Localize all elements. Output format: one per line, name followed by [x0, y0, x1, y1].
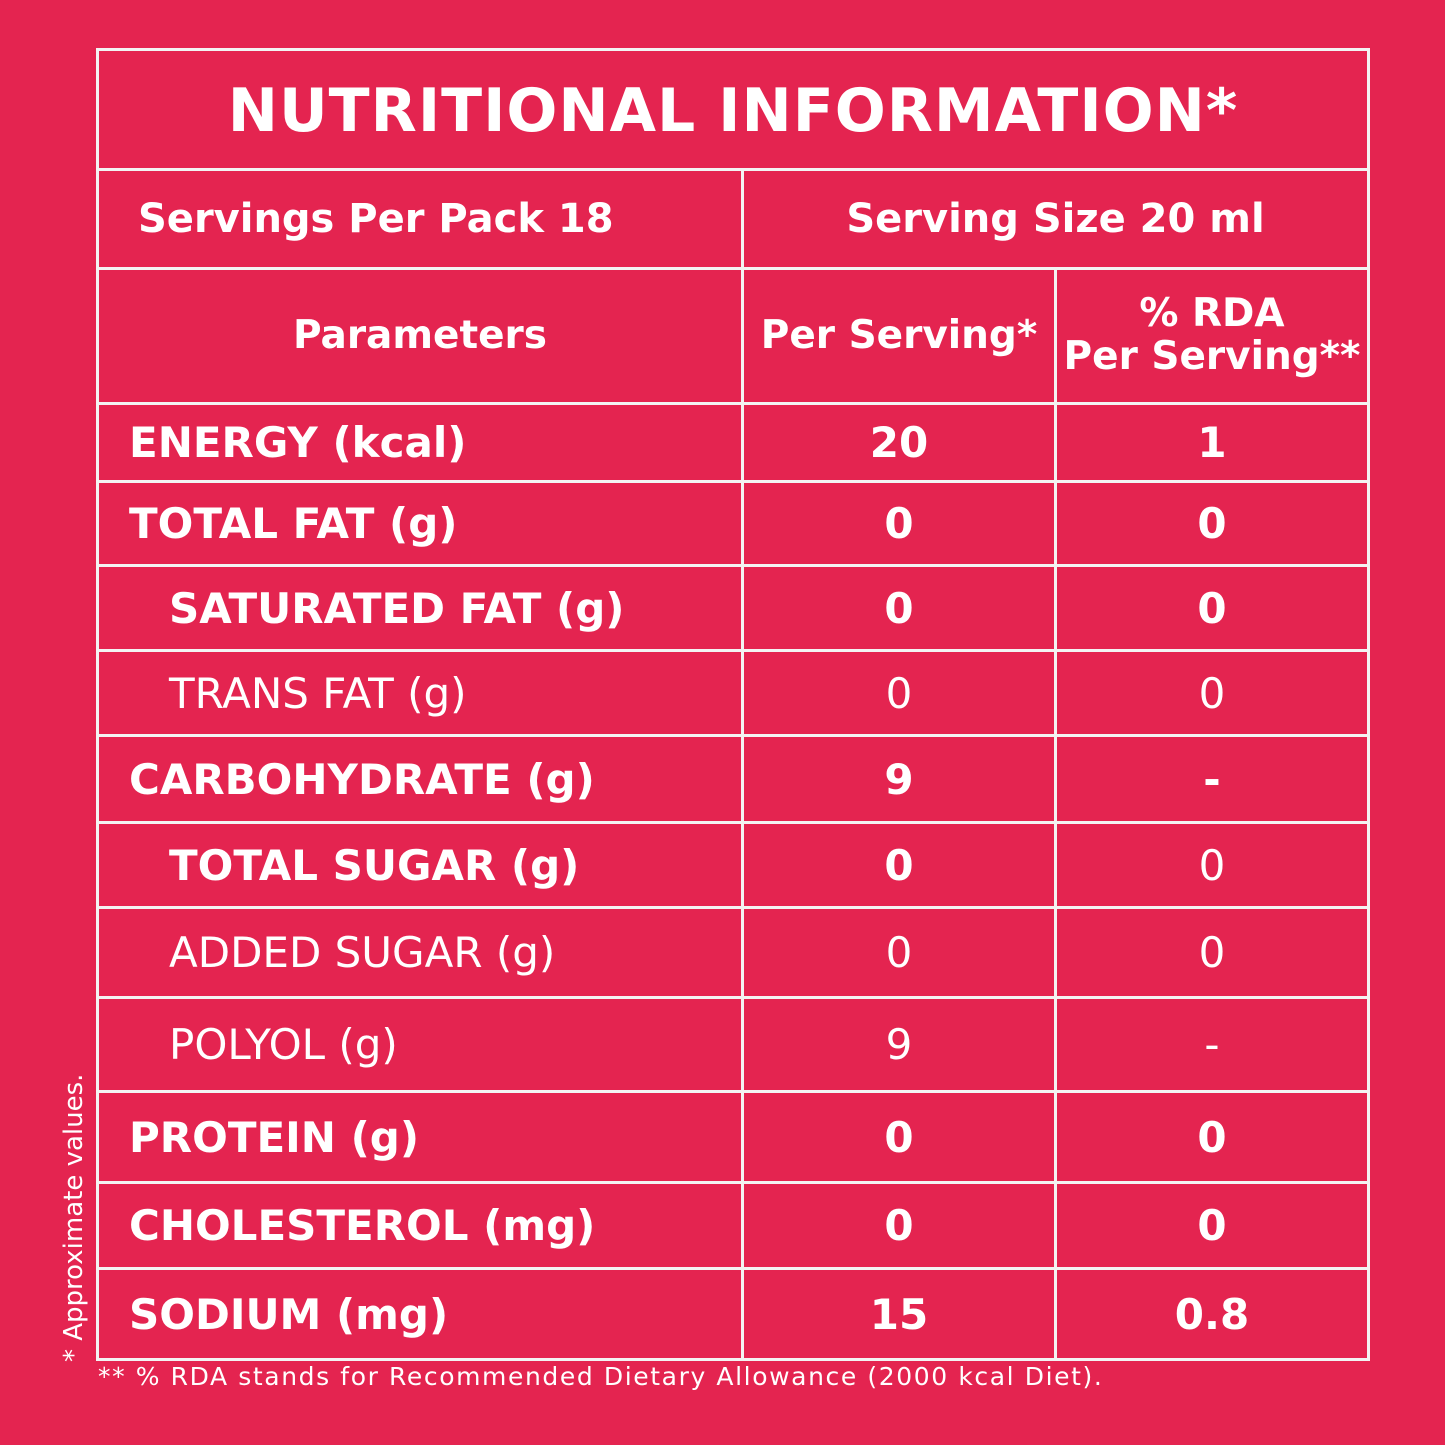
row-rda: 0.8 [1174, 1289, 1250, 1339]
row-per-serving: 0 [885, 928, 913, 977]
row-label: CARBOHYDRATE (g) [129, 754, 595, 804]
divider [99, 1181, 1367, 1184]
row-rda: - [1203, 754, 1221, 804]
servings-per-pack: Servings Per Pack 18 [138, 196, 614, 242]
row-label: TOTAL SUGAR (g) [169, 840, 580, 890]
row-per-serving: 9 [884, 754, 914, 804]
row-per-serving: 20 [869, 418, 929, 467]
row-per-serving: 9 [885, 1020, 913, 1069]
column-divider [741, 168, 744, 1358]
divider [99, 267, 1367, 270]
row-label: TOTAL FAT (g) [129, 499, 458, 548]
header-per-serving: Per Serving* [760, 312, 1038, 358]
row-per-serving: 0 [885, 668, 913, 718]
row-label: ADDED SUGAR (g) [169, 928, 556, 977]
divider [99, 1090, 1367, 1093]
divider [99, 906, 1367, 909]
table-title: NUTRITIONAL INFORMATION* [227, 76, 1239, 146]
divider [99, 402, 1367, 405]
divider [99, 649, 1367, 652]
row-rda: 0 [1198, 668, 1226, 718]
divider [99, 996, 1367, 999]
divider [99, 168, 1367, 171]
row-rda: 0 [1197, 583, 1227, 633]
row-label: ENERGY (kcal) [129, 418, 467, 467]
rda-footnote: ** % RDA stands for Recommended Dietary … [98, 1362, 1104, 1391]
row-rda: 0 [1198, 928, 1226, 977]
row-label: TRANS FAT (g) [169, 668, 467, 718]
divider [99, 564, 1367, 567]
divider [99, 480, 1367, 483]
row-per-serving: 0 [884, 840, 914, 890]
column-divider [1054, 267, 1057, 1358]
row-rda: - [1204, 1020, 1220, 1069]
header-parameters: Parameters [292, 312, 548, 358]
row-label: SODIUM (mg) [129, 1289, 449, 1339]
row-per-serving: 15 [869, 1289, 929, 1339]
row-per-serving: 0 [884, 499, 914, 548]
row-per-serving: 0 [884, 583, 914, 633]
approximate-values-note: * Approximate values. [59, 1073, 89, 1362]
row-label: PROTEIN (g) [129, 1112, 420, 1162]
header-rda-line2: Per Serving** [1063, 334, 1361, 379]
serving-size: Serving Size 20 ml [846, 196, 1265, 242]
row-rda: 0 [1197, 1112, 1227, 1162]
nutrition-table: NUTRITIONAL INFORMATION* Servings Per Pa… [96, 48, 1370, 1361]
row-rda: 0 [1197, 499, 1227, 548]
row-rda: 0 [1198, 840, 1226, 890]
row-rda: 0 [1197, 1201, 1227, 1250]
divider [99, 734, 1367, 737]
row-label: CHOLESTEROL (mg) [129, 1201, 596, 1250]
header-rda-line1: % RDA [1139, 291, 1285, 337]
header-rda: % RDA Per Serving** [1057, 270, 1367, 402]
row-label: POLYOL (g) [169, 1020, 398, 1069]
row-per-serving: 0 [884, 1112, 914, 1162]
row-label: SATURATED FAT (g) [169, 583, 625, 633]
row-rda: 1 [1197, 418, 1227, 467]
divider [99, 1267, 1367, 1270]
divider [99, 821, 1367, 824]
row-per-serving: 0 [884, 1201, 914, 1250]
